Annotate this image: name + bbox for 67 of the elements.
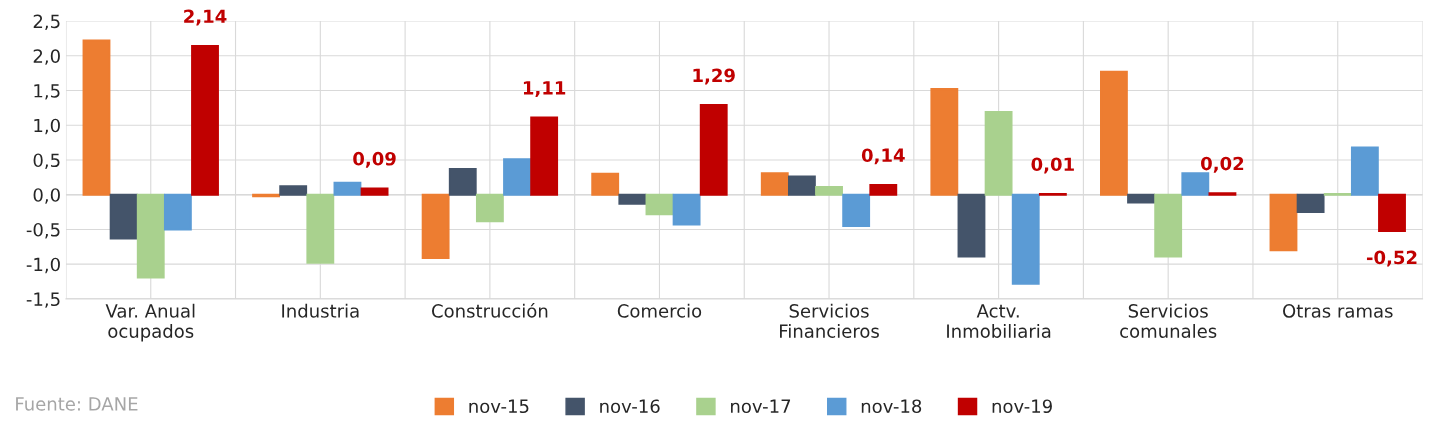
- data-label: 1,11: [523, 81, 566, 97]
- bar: [421, 193, 450, 259]
- bar: [645, 193, 674, 216]
- bar: [699, 104, 728, 196]
- source-note: Fuente: DANE: [16, 397, 138, 411]
- bar: [279, 185, 308, 196]
- bar: [618, 193, 647, 205]
- legend-label: nov-15: [469, 399, 529, 414]
- bar: [503, 158, 531, 196]
- x-tick-label: Servicios comunales: [1120, 303, 1217, 338]
- y-tick-label: 0,5: [33, 153, 60, 169]
- bar: [1099, 70, 1128, 196]
- y-tick-label: 2,0: [33, 49, 60, 65]
- y-tick-label: 1,0: [34, 118, 60, 135]
- x-tick-label: Comercio: [617, 303, 702, 318]
- y-tick-label: -1,5: [26, 292, 60, 308]
- data-label: 0,09: [353, 151, 396, 168]
- bar: [760, 172, 789, 196]
- bar: [1378, 193, 1406, 232]
- y-tick-label: -1,0: [26, 257, 60, 274]
- bar: [672, 193, 701, 226]
- data-label: 2,14: [184, 9, 227, 26]
- data-label: 0,01: [1031, 157, 1074, 174]
- data-label: 0,14: [861, 148, 905, 165]
- bar: [984, 111, 1013, 196]
- bar: [1269, 193, 1298, 252]
- bar: [530, 116, 559, 196]
- bar: [306, 193, 335, 264]
- legend-label: nov-16: [600, 399, 660, 414]
- bar: [163, 193, 192, 231]
- bar: [360, 187, 389, 196]
- bar: [1127, 193, 1155, 204]
- x-tick-label: Industria: [282, 303, 359, 318]
- bar: [191, 45, 219, 196]
- bar: [448, 167, 477, 196]
- y-tick-label: 0,0: [33, 188, 60, 204]
- bar: [591, 172, 620, 196]
- bar: [1154, 193, 1183, 258]
- bar: [82, 39, 111, 196]
- x-tick-label: Otras ramas: [1283, 304, 1393, 318]
- bar: [475, 193, 504, 223]
- bar: [1350, 146, 1379, 196]
- bar: [333, 181, 362, 196]
- bar: [1011, 193, 1040, 285]
- bar: [842, 193, 871, 228]
- y-tick-label: 2,5: [33, 14, 60, 31]
- y-tick-label: -0,5: [26, 222, 60, 239]
- x-tick-label: Var. Anual ocupados: [105, 303, 195, 342]
- legend-label: nov-19: [992, 399, 1052, 414]
- bar: [787, 175, 816, 196]
- bar: [815, 186, 843, 196]
- x-tick-label: Construcción: [432, 303, 548, 318]
- data-label: 1,29: [693, 68, 735, 85]
- bar: [136, 193, 165, 279]
- bar: [1296, 193, 1325, 214]
- bar: [869, 183, 898, 196]
- bar: [957, 193, 986, 258]
- x-tick-label: Actv. Inmobiliaria: [947, 304, 1051, 338]
- y-tick-label: 1,5: [34, 84, 60, 100]
- x-tick-label: Servicios Financieros: [780, 303, 879, 338]
- bar: [1181, 172, 1210, 196]
- bar: [109, 193, 138, 240]
- data-label: 0,02: [1201, 156, 1244, 173]
- legend-label: nov-17: [731, 399, 791, 414]
- bar: [930, 88, 959, 196]
- legend-label: nov-18: [861, 399, 922, 414]
- data-label: -0,52: [1366, 250, 1417, 267]
